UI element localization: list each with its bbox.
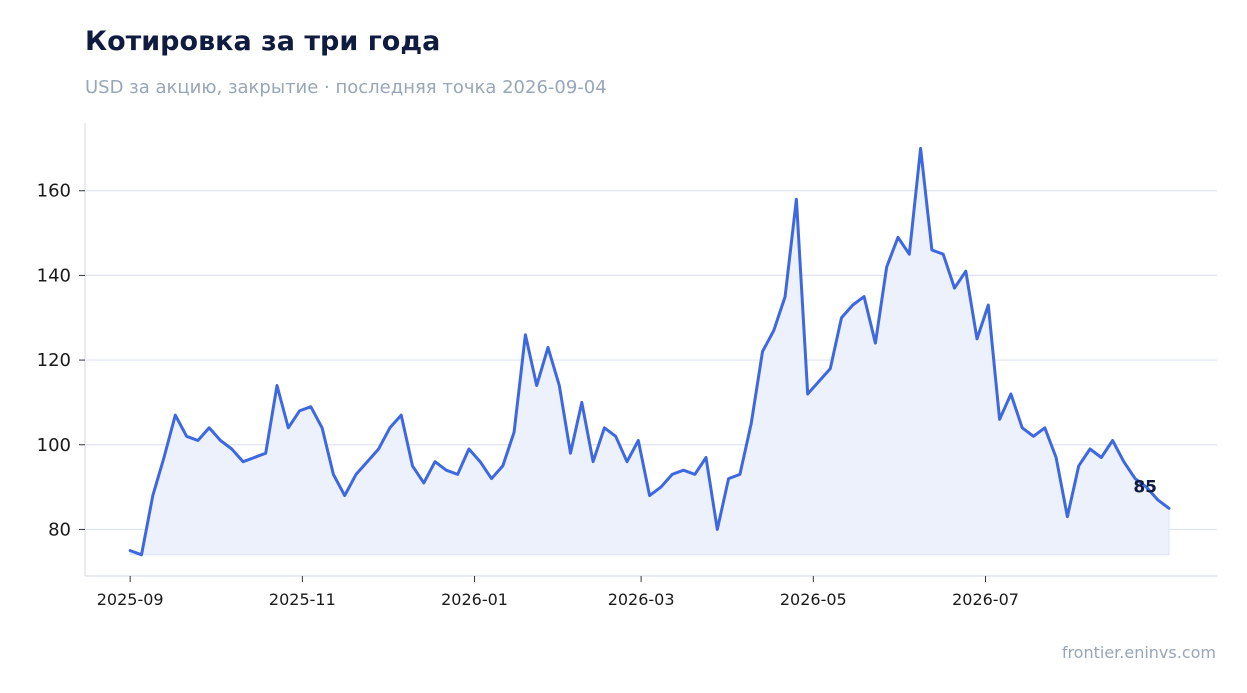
y-tick-label: 160	[37, 181, 71, 202]
chart-title: Котировка за три года	[85, 26, 441, 57]
x-tick-label: 2025-09	[97, 590, 164, 609]
y-tick-label: 120	[37, 350, 71, 371]
y-tick-label: 140	[37, 265, 71, 286]
source-link[interactable]: frontier.eninvs.com	[1061, 643, 1216, 662]
x-tick-label: 2026-05	[780, 590, 847, 609]
x-tick-label: 2026-07	[952, 590, 1019, 609]
plot-frame	[84, 123, 1217, 577]
x-axis-ticks: 2025-09 2025-11 2026-01 2026-03 2026-05 2026-…	[97, 576, 1019, 609]
y-axis-ticks: 80 100 120 140 160	[37, 181, 85, 540]
chart-subtitle: USD за акцию, закрытие · последняя точка…	[85, 77, 607, 98]
price-line	[128, 146, 1171, 557]
x-tick-label: 2025-11	[269, 590, 336, 609]
last-value-label: 85	[1133, 477, 1157, 497]
x-tick-label: 2026-03	[608, 590, 675, 609]
y-tick-label: 100	[37, 435, 71, 456]
x-tick-label: 2026-01	[441, 590, 508, 609]
y-tick-label: 80	[48, 519, 71, 540]
